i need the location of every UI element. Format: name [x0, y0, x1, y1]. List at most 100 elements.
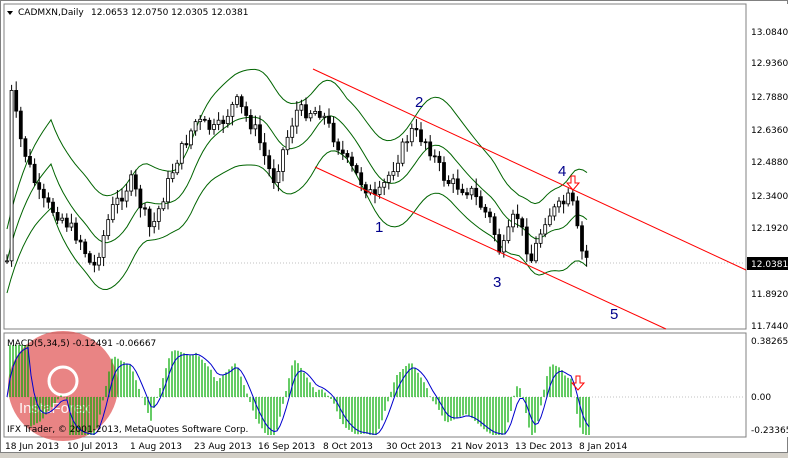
- candle: [322, 112, 327, 125]
- macd-signal-line: [6, 346, 590, 435]
- macd-tick: 0.00: [751, 393, 771, 403]
- candle: [225, 109, 230, 128]
- price-tick: 11.8920: [751, 290, 788, 300]
- candle: [92, 254, 97, 273]
- candle: [161, 197, 166, 211]
- current-price-label: 12.0381: [751, 260, 788, 270]
- candle: [212, 118, 216, 135]
- down-arrow-icon: [565, 175, 581, 191]
- price-axis: 13.0840 12.9360 12.7880 12.6360 12.4880 …: [751, 28, 788, 332]
- candle: [51, 197, 55, 216]
- candle: [354, 163, 359, 176]
- candle: [432, 149, 437, 163]
- time-label: 13 Dec 2013: [515, 442, 573, 452]
- candle: [83, 238, 88, 258]
- candle: [584, 244, 589, 267]
- candle: [543, 217, 548, 238]
- candle: [41, 183, 46, 208]
- time-label: 18 Jun 2013: [5, 442, 59, 452]
- candle: [506, 219, 511, 244]
- candle: [69, 213, 74, 231]
- wave-label-1: 1: [375, 219, 383, 236]
- macd-tick: -0.23365: [751, 426, 788, 436]
- triangle-down-icon[interactable]: [7, 11, 13, 15]
- candle: [46, 192, 51, 209]
- candle: [437, 151, 442, 172]
- candle: [18, 106, 23, 148]
- candle: [244, 101, 249, 122]
- candle: [400, 138, 405, 167]
- time-label: 23 Aug 2013: [194, 442, 252, 452]
- candle: [115, 190, 120, 214]
- candle: [350, 151, 354, 172]
- candle: [294, 101, 299, 134]
- candle: [488, 208, 492, 223]
- candle: [184, 134, 189, 148]
- candle: [414, 119, 419, 137]
- watermark-logo-ring: [47, 365, 79, 397]
- candle: [230, 101, 235, 126]
- candle: [271, 159, 276, 189]
- price-panel[interactable]: [3, 3, 747, 330]
- candle: [281, 147, 285, 182]
- candle: [258, 115, 262, 151]
- candle: [359, 167, 364, 192]
- channel-upper-line[interactable]: [312, 68, 747, 271]
- candle: [147, 206, 152, 237]
- candle: [87, 250, 92, 265]
- candle: [23, 136, 28, 163]
- time-label: 30 Oct 2013: [386, 442, 442, 452]
- candle: [124, 183, 129, 208]
- price-tick: 12.1920: [751, 224, 788, 234]
- candle: [129, 170, 134, 196]
- candle: [101, 230, 106, 267]
- time-label: 10 Jul 2013: [67, 442, 118, 452]
- candle: [78, 234, 83, 251]
- wave-label-2: 2: [415, 94, 423, 111]
- wave-label-3: 3: [493, 274, 501, 291]
- price-tick: 12.9360: [751, 59, 788, 69]
- candle: [299, 99, 304, 116]
- time-label: 21 Nov 2013: [451, 442, 509, 452]
- candle: [575, 196, 580, 229]
- candle: [262, 133, 267, 165]
- candle: [547, 208, 552, 227]
- candle: [331, 116, 336, 148]
- candle: [304, 97, 308, 122]
- candle: [465, 187, 469, 199]
- candle: [110, 196, 115, 223]
- candle: [409, 123, 414, 147]
- channel-lower-line[interactable]: [314, 166, 667, 330]
- candle: [455, 169, 460, 195]
- candle: [253, 115, 258, 137]
- candle: [202, 116, 207, 123]
- candle: [492, 213, 497, 242]
- candle: [570, 189, 575, 206]
- candle: [170, 163, 175, 183]
- symbol-title: CADMXN,Daily: [18, 8, 84, 18]
- candle: [566, 188, 571, 207]
- candle: [534, 236, 538, 264]
- candle: [143, 202, 147, 216]
- candle: [166, 170, 170, 210]
- candle: [580, 221, 584, 260]
- time-axis: 18 Jun 2013 10 Jul 2013 1 Aug 2013 23 Au…: [5, 442, 627, 452]
- candle: [106, 214, 111, 240]
- candle: [55, 206, 60, 225]
- candle: [511, 209, 515, 233]
- candle: [483, 204, 488, 218]
- copyright-text: IFX Trader, © 2001-2013, MetaQuotes Soft…: [7, 425, 248, 435]
- candle: [267, 149, 272, 177]
- candle: [138, 184, 143, 218]
- macd-panel[interactable]: [3, 332, 747, 438]
- candle: [64, 213, 69, 232]
- candle: [313, 106, 318, 116]
- candle: [419, 122, 423, 146]
- candle: [336, 138, 341, 155]
- ohlc-readout: 12.0653 12.0750 12.0305 12.0381: [91, 8, 248, 18]
- candle: [386, 171, 391, 190]
- time-label: 16 Sep 2013: [258, 442, 315, 452]
- candle: [290, 117, 295, 144]
